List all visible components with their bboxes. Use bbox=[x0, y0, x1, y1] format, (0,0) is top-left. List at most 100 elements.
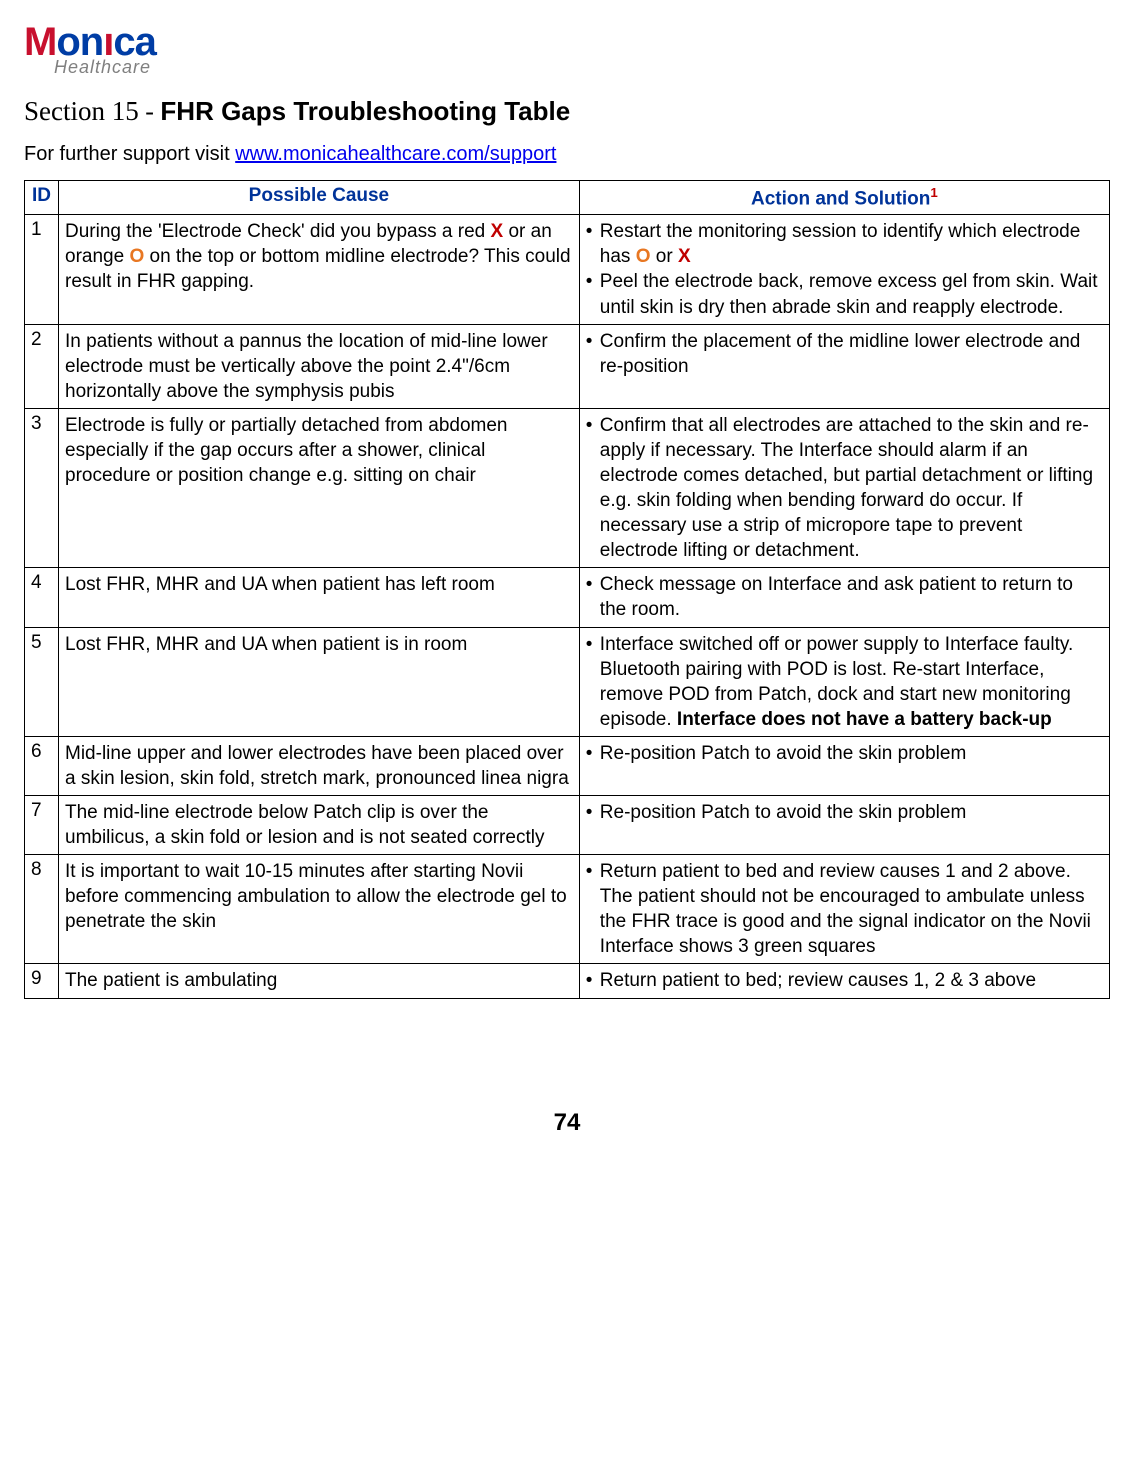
action-text: Restart the monitoring session to identi… bbox=[600, 219, 1103, 269]
text-segment: Return patient to bed and review causes … bbox=[600, 861, 1091, 957]
cell-id: 4 bbox=[25, 568, 59, 627]
bullet-icon: • bbox=[586, 269, 600, 319]
action-bullet: •Confirm that all electrodes are attache… bbox=[586, 413, 1103, 563]
table-header-row: ID Possible Cause Action and Solution1 bbox=[25, 181, 1110, 215]
text-segment: Electrode is fully or partially detached… bbox=[65, 415, 508, 486]
text-segment: Re-position Patch to avoid the skin prob… bbox=[600, 802, 966, 823]
troubleshooting-table: ID Possible Cause Action and Solution1 1… bbox=[24, 180, 1110, 999]
logo-tagline: Healthcare bbox=[54, 57, 1110, 78]
action-text: Interface switched off or power supply t… bbox=[600, 632, 1103, 732]
table-row: 5 Lost FHR, MHR and UA when patient is in… bbox=[25, 627, 1110, 736]
text-segment: O bbox=[636, 246, 651, 267]
text-segment: Check message on Interface and ask patie… bbox=[600, 574, 1073, 620]
text-segment: Confirm that all electrodes are attached… bbox=[600, 415, 1093, 561]
bullet-icon: • bbox=[586, 413, 600, 563]
support-line: For further support visit www.monicaheal… bbox=[24, 143, 1110, 166]
cell-id: 1 bbox=[25, 215, 59, 324]
cell-cause: Electrode is fully or partially detached… bbox=[59, 408, 580, 567]
action-bullet: •Interface switched off or power supply … bbox=[586, 632, 1103, 732]
text-segment: Lost FHR, MHR and UA when patient is in … bbox=[65, 634, 467, 655]
cell-action: •Return patient to bed; review causes 1,… bbox=[579, 964, 1109, 998]
cell-action: •Re-position Patch to avoid the skin pro… bbox=[579, 736, 1109, 795]
table-row: 8It is important to wait 10-15 minutes a… bbox=[25, 855, 1110, 964]
cell-action: •Confirm the placement of the midline lo… bbox=[579, 324, 1109, 408]
logo-block: Monıca Healthcare bbox=[24, 20, 1110, 78]
cell-id: 3 bbox=[25, 408, 59, 567]
section-prefix: Section 15 bbox=[24, 96, 139, 126]
bullet-icon: • bbox=[586, 859, 600, 959]
cell-cause: In patients without a pannus the locatio… bbox=[59, 324, 580, 408]
text-segment: or bbox=[651, 246, 678, 267]
title-dash: - bbox=[139, 97, 161, 126]
action-text: Check message on Interface and ask patie… bbox=[600, 572, 1103, 622]
page-number: 74 bbox=[24, 1109, 1110, 1137]
support-prefix: For further support visit bbox=[24, 143, 235, 165]
text-segment: The mid-line electrode below Patch clip … bbox=[65, 802, 544, 848]
cell-cause: During the 'Electrode Check' did you byp… bbox=[59, 215, 580, 324]
table-row: 1 During the 'Electrode Check' did you by… bbox=[25, 215, 1110, 324]
text-segment: X bbox=[678, 246, 691, 267]
section-name: FHR Gaps Troubleshooting Table bbox=[160, 96, 570, 126]
support-link[interactable]: www.monicahealthcare.com/support bbox=[235, 143, 556, 165]
cell-cause: The patient is ambulating bbox=[59, 964, 580, 998]
table-body: 1 During the 'Electrode Check' did you by… bbox=[25, 215, 1110, 998]
header-cause: Possible Cause bbox=[59, 181, 580, 215]
action-bullet: •Check message on Interface and ask pati… bbox=[586, 572, 1103, 622]
action-bullet: •Re-position Patch to avoid the skin pro… bbox=[586, 800, 1103, 825]
cell-id: 8 bbox=[25, 855, 59, 964]
action-text: Re-position Patch to avoid the skin prob… bbox=[600, 800, 1103, 825]
table-row: 3Electrode is fully or partially detache… bbox=[25, 408, 1110, 567]
cell-id: 2 bbox=[25, 324, 59, 408]
table-row: 6Mid-line upper and lower electrodes hav… bbox=[25, 736, 1110, 795]
action-text: Re-position Patch to avoid the skin prob… bbox=[600, 741, 1103, 766]
header-action-sup: 1 bbox=[930, 185, 937, 200]
action-bullet: •Confirm the placement of the midline lo… bbox=[586, 329, 1103, 379]
header-action-text: Action and Solution bbox=[751, 188, 930, 209]
cell-cause: Lost FHR, MHR and UA when patient is in … bbox=[59, 627, 580, 736]
cell-id: 6 bbox=[25, 736, 59, 795]
text-segment: Mid-line upper and lower electrodes have… bbox=[65, 743, 569, 789]
action-text: Return patient to bed and review causes … bbox=[600, 859, 1103, 959]
text-segment: It is important to wait 10-15 minutes af… bbox=[65, 861, 567, 932]
action-text: Confirm the placement of the midline low… bbox=[600, 329, 1103, 379]
bullet-icon: • bbox=[586, 632, 600, 732]
cell-action: •Restart the monitoring session to ident… bbox=[579, 215, 1109, 324]
action-text: Peel the electrode back, remove excess g… bbox=[600, 269, 1103, 319]
cell-id: 7 bbox=[25, 795, 59, 854]
text-segment: X bbox=[491, 221, 504, 242]
logo-seg: M bbox=[24, 20, 56, 64]
table-row: 7The mid-line electrode below Patch clip… bbox=[25, 795, 1110, 854]
text-segment: Re-position Patch to avoid the skin prob… bbox=[600, 743, 966, 764]
header-id: ID bbox=[25, 181, 59, 215]
text-segment: Interface does not have a battery back-u… bbox=[677, 709, 1052, 730]
bullet-icon: • bbox=[586, 800, 600, 825]
action-bullet: •Return patient to bed and review causes… bbox=[586, 859, 1103, 959]
cell-action: •Interface switched off or power supply … bbox=[579, 627, 1109, 736]
text-segment: The patient is ambulating bbox=[65, 970, 277, 991]
table-row: 9 The patient is ambulating •Return patien… bbox=[25, 964, 1110, 998]
text-segment: In patients without a pannus the locatio… bbox=[65, 331, 548, 402]
action-bullet: •Peel the electrode back, remove excess … bbox=[586, 269, 1103, 319]
action-bullet: •Restart the monitoring session to ident… bbox=[586, 219, 1103, 269]
bullet-icon: • bbox=[586, 741, 600, 766]
text-segment: Return patient to bed; review causes 1, … bbox=[600, 970, 1036, 991]
table-row: 2In patients without a pannus the locati… bbox=[25, 324, 1110, 408]
action-bullet: •Re-position Patch to avoid the skin pro… bbox=[586, 741, 1103, 766]
bullet-icon: • bbox=[586, 329, 600, 379]
cell-id: 9 bbox=[25, 964, 59, 998]
cell-cause: The mid-line electrode below Patch clip … bbox=[59, 795, 580, 854]
cell-cause: It is important to wait 10-15 minutes af… bbox=[59, 855, 580, 964]
header-action: Action and Solution1 bbox=[579, 181, 1109, 215]
text-segment: During the 'Electrode Check' did you byp… bbox=[65, 221, 491, 242]
cell-action: •Re-position Patch to avoid the skin pro… bbox=[579, 795, 1109, 854]
text-segment: Lost FHR, MHR and UA when patient has le… bbox=[65, 574, 495, 595]
cell-cause: Lost FHR, MHR and UA when patient has le… bbox=[59, 568, 580, 627]
action-text: Confirm that all electrodes are attached… bbox=[600, 413, 1103, 563]
text-segment: O bbox=[129, 246, 144, 267]
cell-id: 5 bbox=[25, 627, 59, 736]
action-bullet: •Return patient to bed; review causes 1,… bbox=[586, 968, 1103, 993]
text-segment: Confirm the placement of the midline low… bbox=[600, 331, 1081, 377]
bullet-icon: • bbox=[586, 572, 600, 622]
page-title: Section 15 - FHR Gaps Troubleshooting Ta… bbox=[24, 96, 1110, 127]
bullet-icon: • bbox=[586, 219, 600, 269]
